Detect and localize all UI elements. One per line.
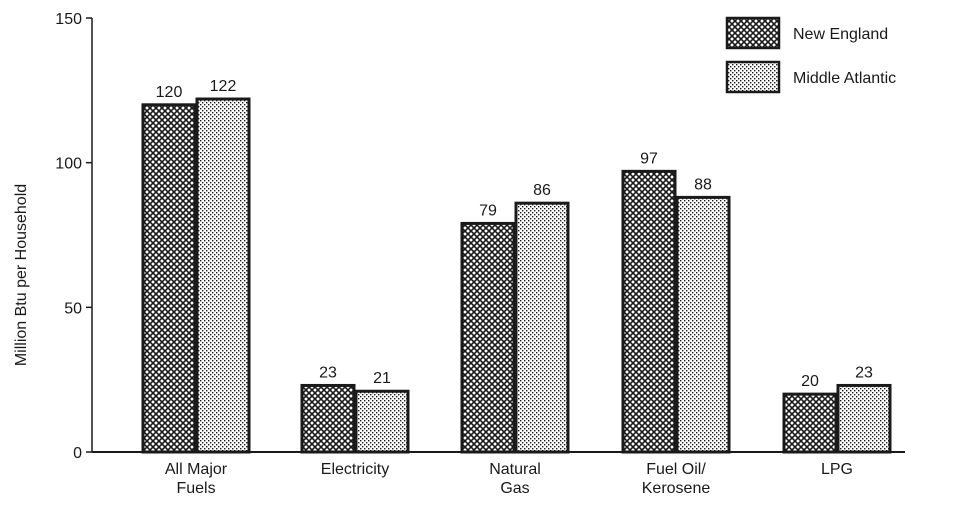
legend: New England Middle Atlantic	[725, 16, 896, 94]
legend-label: Middle Atlantic	[793, 70, 896, 87]
bar-middle-atlantic-4	[836, 383, 892, 454]
x-tick-label: Electricity	[321, 461, 389, 478]
bar-middle-atlantic-3	[675, 195, 731, 454]
data-label: 88	[694, 176, 712, 193]
bar-new-england-0	[141, 103, 197, 454]
bar-middle-atlantic-1	[354, 389, 410, 454]
data-label: 86	[533, 182, 551, 199]
x-tick-label: Fuels	[176, 480, 215, 497]
data-label: 23	[855, 364, 873, 381]
x-tick-label: Gas	[500, 480, 529, 497]
legend-swatch	[725, 60, 781, 94]
y-tick-label: 150	[55, 11, 82, 28]
data-label: 20	[801, 373, 819, 390]
bar-middle-atlantic-2	[514, 201, 570, 454]
y-tick-label: 50	[64, 300, 82, 317]
labels: 120 23 79 97 20 122 21 86 88 23 All Major Fuels Elec…	[156, 78, 873, 497]
data-label: 122	[210, 78, 237, 95]
y-axis-title: Million Btu per Household	[13, 184, 30, 366]
bar-middle-atlantic-0	[195, 97, 251, 454]
legend-swatch	[725, 16, 781, 50]
bar-new-england-3	[621, 169, 677, 454]
y-tick-label: 0	[73, 445, 82, 462]
bar-new-england-2	[460, 221, 516, 454]
y-tick-label: 100	[55, 156, 82, 173]
bars	[141, 97, 892, 454]
legend-label: New England	[793, 26, 888, 43]
data-label: 23	[319, 364, 337, 381]
x-tick-label: Kerosene	[642, 480, 711, 497]
data-label: 120	[156, 84, 183, 101]
bar-new-england-1	[300, 383, 356, 454]
x-tick-label: All Major	[165, 461, 228, 478]
x-tick-label: LPG	[821, 461, 853, 478]
data-label: 21	[373, 370, 391, 387]
bar-new-england-4	[782, 392, 838, 454]
x-tick-label: Fuel Oil/	[646, 461, 706, 478]
data-label: 97	[640, 150, 658, 167]
data-label: 79	[479, 202, 497, 219]
x-tick-label: Natural	[489, 461, 541, 478]
